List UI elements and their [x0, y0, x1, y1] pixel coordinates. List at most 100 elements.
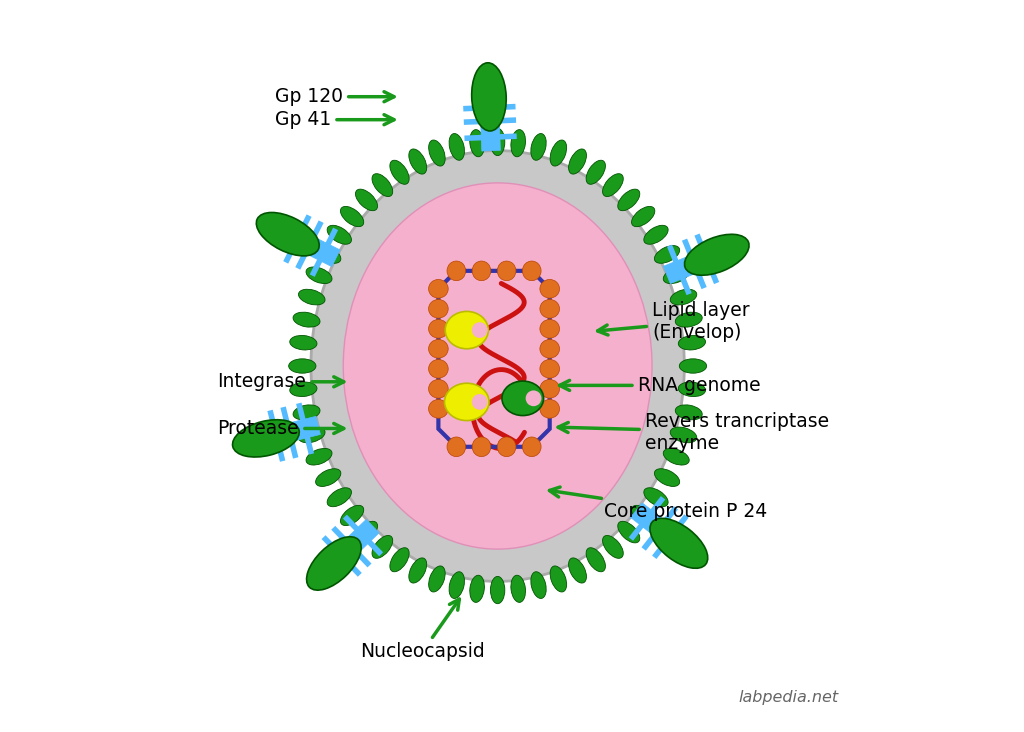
Ellipse shape	[632, 505, 654, 526]
Ellipse shape	[390, 548, 410, 572]
Ellipse shape	[311, 151, 684, 581]
Polygon shape	[328, 520, 379, 570]
Ellipse shape	[675, 405, 702, 420]
Ellipse shape	[644, 488, 668, 507]
Ellipse shape	[306, 267, 332, 283]
Ellipse shape	[444, 384, 489, 421]
Ellipse shape	[586, 548, 605, 572]
Ellipse shape	[684, 234, 750, 275]
Polygon shape	[438, 271, 550, 447]
Ellipse shape	[472, 63, 506, 131]
Ellipse shape	[602, 536, 624, 559]
Ellipse shape	[540, 319, 559, 338]
Ellipse shape	[530, 572, 546, 599]
Ellipse shape	[540, 340, 559, 358]
Ellipse shape	[429, 319, 449, 338]
Ellipse shape	[498, 437, 516, 457]
Ellipse shape	[343, 183, 652, 549]
Ellipse shape	[586, 160, 605, 184]
Ellipse shape	[617, 189, 640, 211]
Ellipse shape	[429, 340, 449, 358]
Ellipse shape	[429, 140, 445, 166]
Text: Core protein P 24: Core protein P 24	[550, 487, 767, 520]
Ellipse shape	[429, 280, 449, 298]
Ellipse shape	[470, 575, 484, 602]
Text: labpedia.net: labpedia.net	[738, 690, 839, 705]
Text: Protease: Protease	[217, 419, 344, 438]
Ellipse shape	[298, 289, 325, 305]
Text: RNA genome: RNA genome	[559, 376, 760, 395]
Polygon shape	[284, 226, 340, 266]
Ellipse shape	[470, 130, 484, 157]
Polygon shape	[263, 417, 321, 447]
Ellipse shape	[289, 359, 316, 373]
Ellipse shape	[447, 261, 466, 280]
Ellipse shape	[306, 537, 361, 590]
Ellipse shape	[450, 572, 465, 599]
Ellipse shape	[232, 419, 299, 457]
Ellipse shape	[502, 381, 544, 416]
Ellipse shape	[472, 322, 487, 338]
Ellipse shape	[550, 140, 566, 166]
Ellipse shape	[617, 521, 640, 543]
Polygon shape	[479, 97, 501, 151]
Ellipse shape	[632, 206, 654, 227]
Ellipse shape	[664, 449, 689, 465]
Ellipse shape	[511, 130, 525, 157]
Ellipse shape	[298, 427, 325, 443]
Ellipse shape	[671, 289, 696, 305]
Ellipse shape	[679, 359, 707, 373]
Ellipse shape	[644, 225, 668, 244]
Ellipse shape	[293, 312, 321, 327]
Text: Nucleocapsid: Nucleocapsid	[359, 599, 484, 662]
Ellipse shape	[664, 267, 689, 283]
Polygon shape	[664, 246, 720, 283]
Ellipse shape	[327, 488, 351, 507]
Ellipse shape	[372, 536, 393, 559]
Ellipse shape	[306, 449, 332, 465]
Ellipse shape	[602, 173, 624, 196]
Ellipse shape	[530, 133, 546, 160]
Ellipse shape	[340, 206, 364, 227]
Ellipse shape	[511, 575, 525, 602]
Ellipse shape	[409, 149, 427, 174]
Ellipse shape	[472, 437, 490, 457]
Ellipse shape	[540, 280, 559, 298]
Ellipse shape	[293, 405, 321, 420]
Ellipse shape	[429, 379, 449, 398]
Ellipse shape	[429, 566, 445, 592]
Ellipse shape	[315, 468, 341, 487]
Ellipse shape	[540, 299, 559, 318]
Polygon shape	[631, 503, 685, 550]
Ellipse shape	[540, 379, 559, 398]
Ellipse shape	[522, 437, 541, 457]
Ellipse shape	[540, 359, 559, 378]
Text: Lipid layer
(Envelop): Lipid layer (Envelop)	[598, 301, 750, 342]
Ellipse shape	[472, 261, 490, 280]
Ellipse shape	[678, 335, 706, 350]
Ellipse shape	[490, 128, 505, 156]
Ellipse shape	[256, 212, 319, 256]
Ellipse shape	[675, 312, 702, 327]
Ellipse shape	[650, 518, 708, 568]
Ellipse shape	[372, 173, 393, 196]
Ellipse shape	[568, 558, 587, 583]
Text: Revers trancriptase
enzyme: Revers trancriptase enzyme	[558, 411, 829, 452]
Ellipse shape	[498, 261, 516, 280]
Ellipse shape	[472, 394, 487, 410]
Text: Gp 41: Gp 41	[275, 111, 394, 129]
Ellipse shape	[409, 558, 427, 583]
Ellipse shape	[654, 468, 680, 487]
Ellipse shape	[390, 160, 410, 184]
Ellipse shape	[540, 400, 559, 418]
Ellipse shape	[327, 225, 351, 244]
Ellipse shape	[355, 189, 378, 211]
Text: Integrase: Integrase	[217, 373, 344, 392]
Ellipse shape	[654, 245, 680, 264]
Ellipse shape	[290, 335, 317, 350]
Ellipse shape	[445, 311, 488, 348]
Ellipse shape	[355, 521, 378, 543]
Ellipse shape	[429, 299, 449, 318]
Text: Gp 120: Gp 120	[275, 87, 394, 106]
Ellipse shape	[550, 566, 566, 592]
